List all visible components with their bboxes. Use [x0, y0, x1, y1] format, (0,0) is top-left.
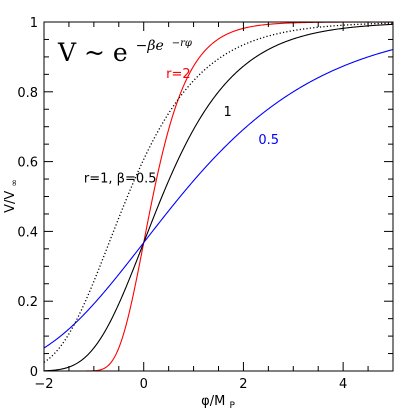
x-axis-title: φ/M P	[201, 394, 235, 411]
formula: V ~ e −βe −rφ	[57, 27, 192, 67]
series-line-0	[44, 21, 393, 372]
annotation-2: 0.5	[258, 133, 279, 148]
curves	[43, 21, 394, 372]
x-tick-label: 0	[140, 377, 148, 392]
formula-exponent-sup: −rφ	[172, 38, 192, 49]
annotation-0: r=2	[166, 67, 191, 82]
y-tick-label: 0.2	[17, 295, 38, 310]
ticks	[43, 21, 394, 372]
annotation-1: 1	[223, 105, 231, 120]
y-axis-title: V/V ∞	[3, 179, 20, 213]
series-line-1	[43, 23, 394, 372]
x-tick-label: −2	[34, 377, 53, 392]
x-axis-title-main: φ/M	[201, 394, 225, 409]
y-axis-title-sub: ∞	[10, 179, 20, 187]
tick-labels: −2 0 2 400.20.40.60.81	[17, 16, 347, 392]
y-axis-title-main: V/V	[3, 191, 18, 213]
annotations: r=2 1 0.5 r=1, β=0.5	[84, 67, 279, 187]
y-tick-label: 1	[30, 16, 38, 31]
plot-frame	[43, 21, 394, 372]
annotation-3: r=1, β=0.5	[84, 172, 157, 187]
x-axis-title-sub: P	[229, 401, 235, 411]
formula-exponent: −βe	[136, 38, 164, 54]
x-tick-label: 2	[239, 377, 247, 392]
y-tick-label: 0.8	[17, 86, 38, 101]
y-tick-label: 0.6	[17, 156, 38, 171]
x-tick-label: 4	[339, 377, 347, 392]
series-line-3	[43, 22, 394, 363]
y-tick-label: 0.4	[17, 225, 38, 240]
y-tick-label: 0	[30, 365, 38, 380]
formula-lhs: V ~ e	[57, 38, 128, 67]
series-line-2	[43, 48, 394, 349]
